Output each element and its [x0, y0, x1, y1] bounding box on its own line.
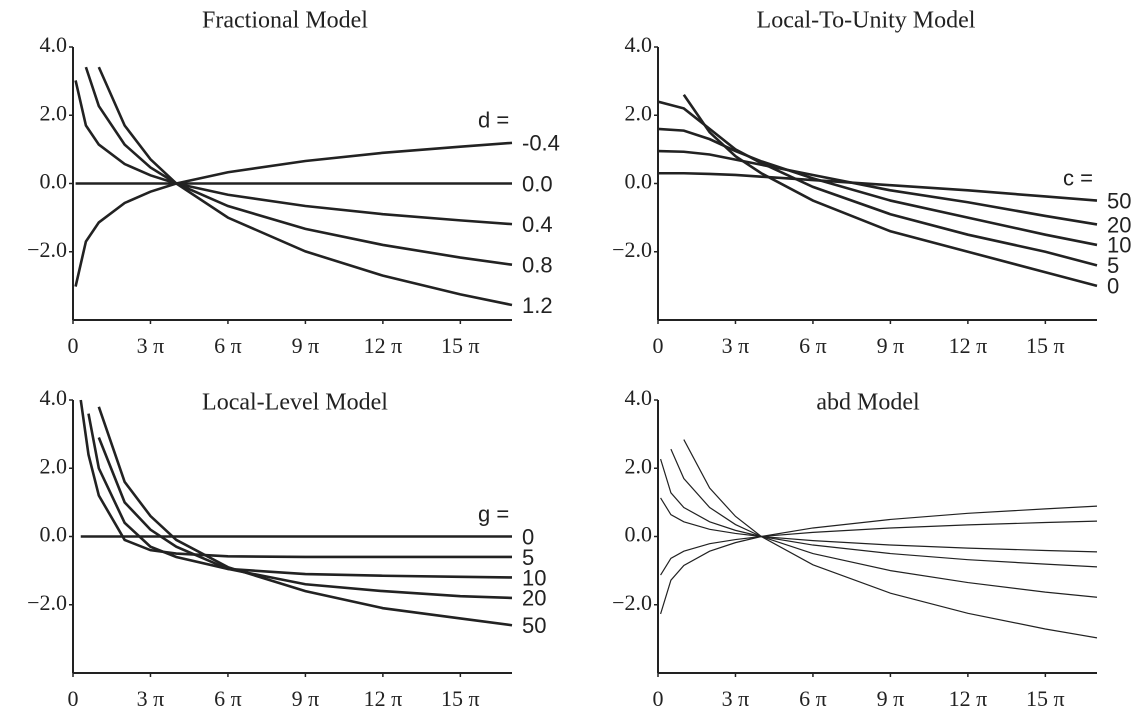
y-tick-label: 0.0 — [40, 169, 68, 194]
line-series — [660, 458, 1098, 568]
y-tick-label: −2.0 — [27, 590, 67, 615]
chart-title: Local-To-Unity Model — [757, 8, 976, 34]
series-label: 50 — [1107, 188, 1131, 213]
line-series — [658, 149, 1098, 226]
line-series — [74, 80, 513, 226]
y-tick-label: 2.0 — [40, 453, 68, 478]
x-tick-label: 3 π — [722, 333, 750, 358]
x-tick-label: 9 π — [877, 333, 905, 358]
panel: 4.0 2.0 0.0 −2.0 0 3 π 6 π 9 π 12 π 15 π abd Model — [612, 385, 1098, 711]
y-tick-label: 4.0 — [40, 32, 68, 57]
line-series — [74, 141, 513, 287]
x-tick-label: 15 π — [1026, 333, 1065, 358]
legend-title: g = — [478, 501, 509, 526]
line-series — [79, 399, 512, 559]
series-label: 10 — [1107, 233, 1131, 258]
x-tick-label: 6 π — [799, 333, 827, 358]
x-tick-label: 12 π — [364, 686, 403, 711]
series-label: 0.8 — [522, 253, 553, 278]
y-tick-label: −2.0 — [27, 237, 67, 262]
legend-title: d = — [478, 108, 509, 133]
x-tick-label: 3 π — [137, 333, 165, 358]
series-label: -0.4 — [522, 131, 560, 156]
line-series — [84, 66, 513, 267]
series-label: 0 — [1107, 274, 1119, 299]
x-tick-label: 6 π — [799, 686, 827, 711]
x-tick-label: 3 π — [137, 686, 165, 711]
x-tick-label: 12 π — [949, 686, 988, 711]
line-series — [97, 437, 513, 600]
series-label: 0.0 — [522, 171, 553, 196]
line-series — [97, 66, 513, 307]
x-tick-label: 9 π — [292, 333, 320, 358]
line-series — [87, 413, 513, 579]
series-label: 1.2 — [522, 293, 553, 318]
x-tick-label: 12 π — [949, 333, 988, 358]
y-tick-label: 0.0 — [625, 522, 653, 547]
series-label: 0 — [522, 524, 534, 549]
panel: 4.0 2.0 0.0 −2.0 0 3 π 6 π 9 π 12 π 15 π Fractiona… — [27, 8, 560, 359]
chart-title: Local-Level Model — [202, 390, 388, 416]
line-series — [658, 127, 1098, 247]
x-tick-label: 0 — [68, 333, 79, 358]
line-series — [660, 520, 1098, 576]
panel: 4.0 2.0 0.0 −2.0 0 3 π 6 π 9 π 12 π 15 π Local-To-… — [612, 8, 1131, 359]
x-tick-label: 6 π — [214, 686, 242, 711]
y-tick-label: 0.0 — [625, 169, 653, 194]
series-label: 20 — [522, 586, 546, 611]
series-label: 5 — [522, 545, 534, 570]
y-tick-label: 2.0 — [625, 453, 653, 478]
series-label: 20 — [1107, 212, 1131, 237]
legend-title: c = — [1063, 165, 1093, 190]
series-label: 50 — [522, 613, 546, 638]
line-series — [658, 171, 1098, 202]
x-tick-label: 15 π — [1026, 686, 1065, 711]
line-series — [658, 100, 1098, 267]
series-label: 0.4 — [522, 212, 553, 237]
y-tick-label: 2.0 — [40, 100, 68, 125]
y-tick-label: −2.0 — [612, 590, 652, 615]
x-tick-label: 0 — [68, 686, 79, 711]
y-tick-label: 2.0 — [625, 100, 653, 125]
x-tick-label: 6 π — [214, 333, 242, 358]
line-series — [682, 94, 1098, 288]
x-tick-label: 0 — [653, 686, 664, 711]
x-tick-label: 9 π — [877, 686, 905, 711]
line-series — [670, 448, 1098, 598]
chart-title: Fractional Model — [202, 8, 368, 34]
line-series — [683, 439, 1098, 639]
x-tick-label: 0 — [653, 333, 664, 358]
y-tick-label: −2.0 — [612, 237, 652, 262]
chart-title: abd Model — [816, 390, 920, 416]
line-series — [97, 406, 513, 627]
y-tick-label: 4.0 — [625, 385, 653, 410]
x-tick-label: 15 π — [441, 333, 480, 358]
series-label: 10 — [522, 565, 546, 590]
line-series — [660, 505, 1098, 615]
x-tick-label: 3 π — [722, 686, 750, 711]
panel: 4.0 2.0 0.0 −2.0 0 3 π 6 π 9 π 12 π 15 π Local-Lev… — [27, 385, 546, 711]
x-tick-label: 12 π — [364, 333, 403, 358]
y-tick-label: 4.0 — [40, 385, 68, 410]
x-tick-label: 9 π — [292, 686, 320, 711]
y-tick-label: 4.0 — [625, 32, 653, 57]
x-tick-label: 15 π — [441, 686, 480, 711]
y-tick-label: 0.0 — [40, 522, 68, 547]
series-label: 5 — [1107, 253, 1119, 278]
